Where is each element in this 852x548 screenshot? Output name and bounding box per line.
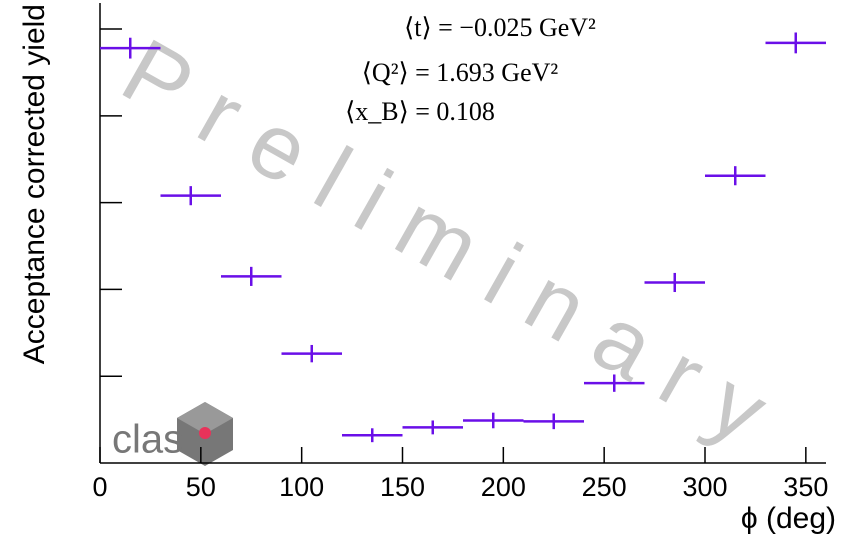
annotation: ⟨Q²⟩ = 1.693 GeV² — [362, 58, 559, 87]
annotation: ⟨x_B⟩ = 0.108 — [345, 97, 495, 126]
x-tick-label: 200 — [481, 472, 526, 502]
y-axis-label: Acceptance corrected yield — [18, 4, 51, 364]
x-tick-label: 50 — [186, 472, 216, 502]
x-tick-label: 150 — [380, 472, 425, 502]
x-tick-label: 100 — [279, 472, 324, 502]
x-tick-label: 350 — [783, 472, 828, 502]
logo-text: clas — [112, 418, 183, 462]
x-tick-label: 300 — [682, 472, 727, 502]
logo: clas — [112, 402, 233, 466]
x-tick-label: 250 — [582, 472, 627, 502]
annotation: ⟨t⟩ = −0.025 GeV² — [404, 13, 596, 42]
logo-face — [177, 402, 233, 434]
logo-dot — [199, 427, 211, 439]
x-axis-label: ϕ (deg) — [741, 502, 836, 535]
x-tick-label: 0 — [92, 472, 107, 502]
